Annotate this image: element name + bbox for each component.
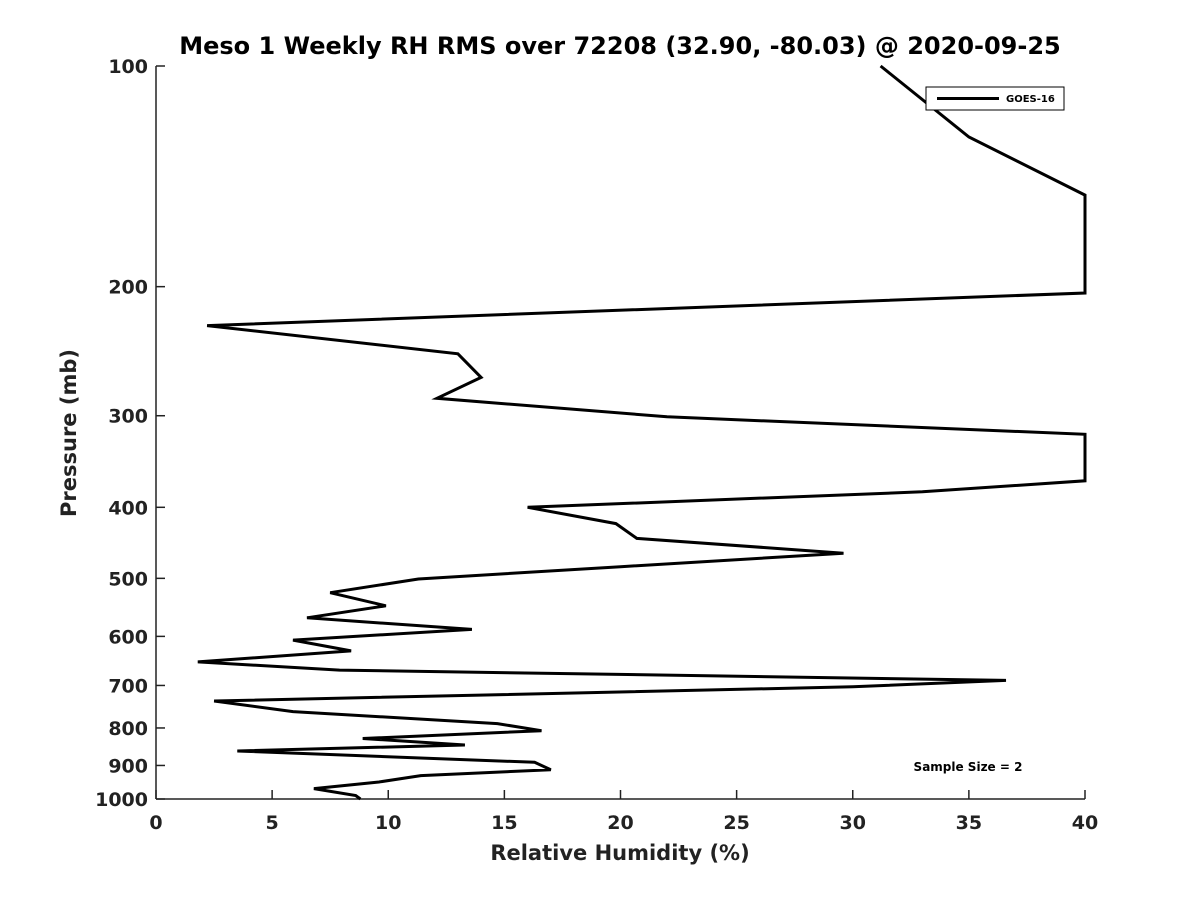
- y-tick-label: 500: [108, 568, 148, 590]
- x-tick-label: 0: [149, 812, 162, 834]
- y-tick-label: 800: [108, 718, 148, 740]
- y-tick-label: 200: [108, 277, 148, 299]
- y-tick-label: 1000: [95, 789, 148, 811]
- plot-area: 0 5 10 15 20 25 30 35 40 100 200 300 400 500 600 700 80…: [95, 56, 1098, 834]
- y-tick-label: 600: [108, 626, 148, 648]
- y-tick-label: 400: [108, 497, 148, 519]
- x-axis-ticks: 0 5 10 15 20 25 30 35 40: [149, 790, 1098, 834]
- x-tick-label: 35: [956, 812, 982, 834]
- x-tick-label: 25: [723, 812, 749, 834]
- x-tick-label: 30: [840, 812, 866, 834]
- y-tick-label: 700: [108, 675, 148, 697]
- legend-entry-goes-16: GOES-16: [1006, 94, 1055, 105]
- legend: GOES-16: [925, 86, 1065, 111]
- y-tick-label: 100: [108, 56, 148, 78]
- x-tick-label: 5: [266, 812, 279, 834]
- series-line-goes-16: [197, 64, 1087, 801]
- y-tick-label: 300: [108, 406, 148, 428]
- y-axis-label: Pressure (mb): [57, 349, 81, 517]
- y-tick-label: 900: [108, 755, 148, 777]
- y-axis-ticks: 100 200 300 400 500 600 700 800 900 1000: [95, 56, 165, 811]
- x-tick-label: 10: [375, 812, 401, 834]
- x-tick-label: 20: [607, 812, 633, 834]
- x-tick-label: 15: [491, 812, 517, 834]
- chart-title: Meso 1 Weekly RH RMS over 72208 (32.90, …: [179, 32, 1061, 60]
- x-tick-label: 40: [1072, 812, 1098, 834]
- sample-size-annotation: Sample Size = 2: [914, 760, 1023, 774]
- x-axis-label: Relative Humidity (%): [490, 841, 749, 865]
